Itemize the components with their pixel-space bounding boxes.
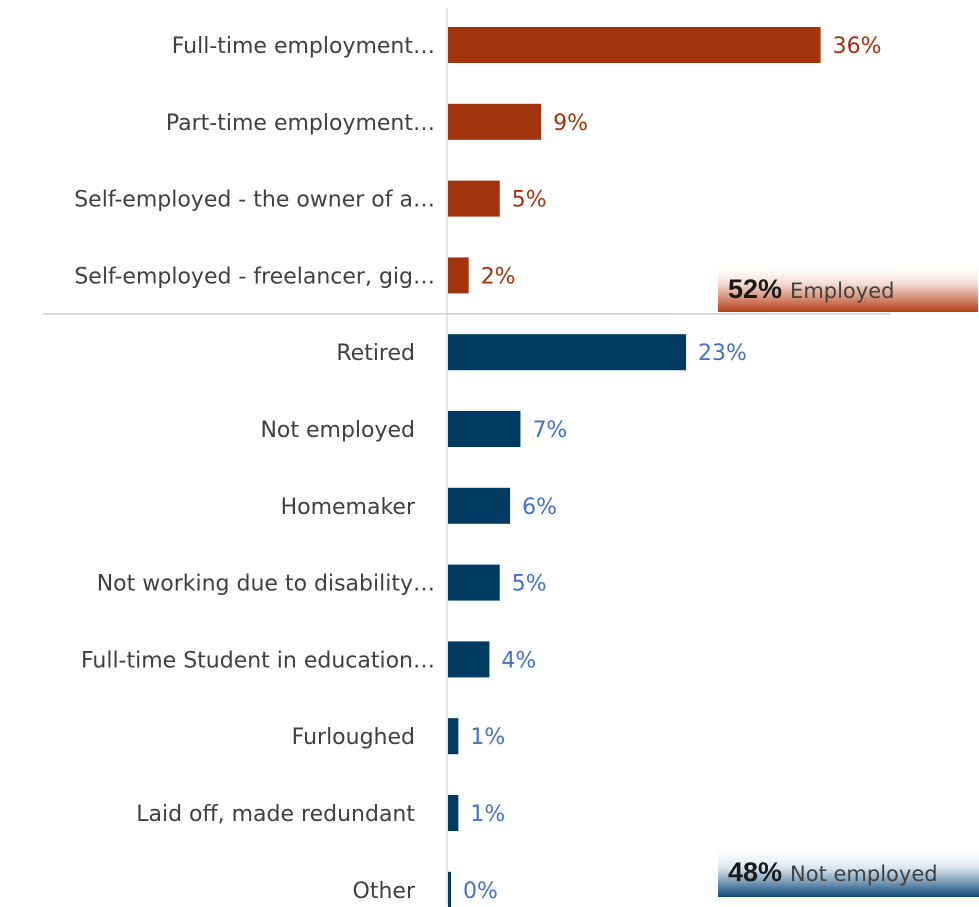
data-label: 0% [463,879,498,904]
category-label: Part-time employment… [166,111,435,136]
data-label: 36% [833,34,882,59]
data-label: 4% [501,648,536,673]
category-label: Self-employed - freelancer, gig… [74,264,435,289]
bar [448,103,542,140]
summary-percent: 52% [728,274,782,304]
bar [448,411,521,447]
summary-not-employed: 48% Not employed [718,845,979,897]
bar [448,27,821,63]
category-label: Full-time employment… [172,34,435,59]
summary-text: 52% Employed [728,274,894,304]
bar [448,257,469,294]
data-label: 7% [532,418,567,443]
bar [448,180,500,217]
category-label: Homemaker [281,495,416,520]
category-label: Not working due to disability… [97,572,435,597]
data-label: 5% [512,188,547,213]
bar [448,564,500,601]
summary-employed: 52% Employed [718,262,978,312]
summary-label: Employed [790,279,894,303]
category-label: Laid off, made redundant [136,802,415,827]
data-label: 9% [553,111,588,136]
data-label: 1% [470,802,505,827]
category-label: Retired [336,341,415,366]
data-label: 23% [698,341,747,366]
data-label: 2% [481,264,516,289]
category-label: Self-employed - the owner of a… [74,188,435,213]
bar [448,718,459,755]
summary-text: 48% Not employed [728,857,938,887]
data-label: 6% [522,495,557,520]
summary-background [718,262,978,312]
category-label: Not employed [260,418,415,443]
bar [448,334,687,371]
category-label: Other [353,879,416,904]
data-label: 1% [470,725,505,750]
summary-background [718,845,979,897]
data-label: 5% [512,572,547,597]
bar [448,641,490,678]
bar [448,487,511,524]
summary-percent: 48% [728,857,782,887]
category-label: Furloughed [292,725,415,750]
summary-label: Not employed [790,862,938,886]
category-label: Full-time Student in education… [81,648,435,673]
bar [448,871,451,907]
bar [448,795,459,831]
